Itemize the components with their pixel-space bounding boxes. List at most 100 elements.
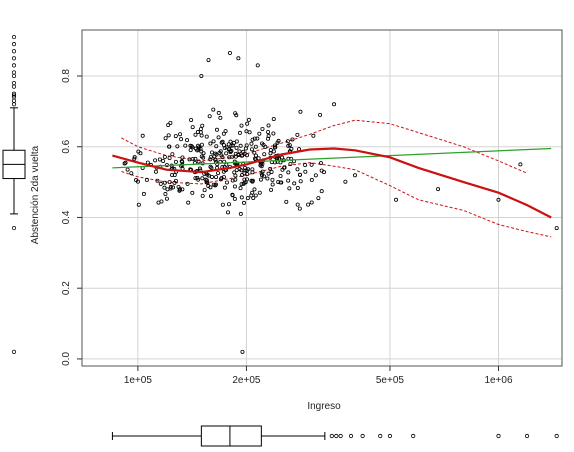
data-point bbox=[240, 349, 245, 354]
data-point bbox=[272, 143, 277, 148]
data-point bbox=[141, 191, 146, 196]
data-point bbox=[167, 180, 172, 185]
data-point bbox=[518, 162, 523, 167]
data-point bbox=[172, 180, 177, 185]
data-point bbox=[123, 160, 128, 165]
data-point bbox=[222, 145, 227, 150]
data-point bbox=[214, 127, 219, 132]
data-point bbox=[190, 145, 195, 150]
data-point bbox=[237, 149, 242, 154]
data-point bbox=[167, 144, 172, 149]
data-point bbox=[189, 117, 194, 122]
data-point bbox=[223, 129, 228, 134]
data-point bbox=[309, 177, 314, 182]
data-point bbox=[122, 161, 127, 166]
data-point bbox=[198, 130, 203, 135]
data-point bbox=[199, 73, 204, 78]
y-box-outlier bbox=[11, 91, 17, 96]
data-point bbox=[268, 151, 273, 156]
x-box-outlier bbox=[496, 433, 501, 439]
data-point bbox=[227, 50, 232, 55]
data-point bbox=[220, 139, 225, 144]
data-point bbox=[233, 173, 238, 178]
x-box-outlier bbox=[360, 433, 365, 439]
data-point bbox=[173, 159, 178, 164]
data-point bbox=[234, 139, 239, 144]
data-point bbox=[172, 173, 177, 178]
data-point bbox=[167, 155, 172, 160]
data-point bbox=[210, 150, 215, 155]
data-point bbox=[208, 185, 213, 190]
data-point bbox=[268, 148, 273, 153]
data-point bbox=[321, 170, 326, 175]
data-point bbox=[210, 174, 215, 179]
x-box-outlier bbox=[334, 433, 339, 439]
data-point bbox=[221, 175, 226, 180]
data-point bbox=[232, 170, 237, 175]
data-point bbox=[268, 166, 273, 171]
y-box-outlier bbox=[11, 49, 17, 54]
data-point bbox=[251, 196, 256, 201]
x-tick-label: 2e+05 bbox=[232, 375, 261, 386]
data-point bbox=[185, 138, 190, 143]
data-point bbox=[245, 121, 250, 126]
y-tick-label: 0.0 bbox=[61, 352, 72, 366]
data-point bbox=[253, 144, 258, 149]
y-axis: 0.0 0.2 0.4 0.6 0.8 bbox=[61, 69, 82, 366]
data-point bbox=[199, 154, 204, 159]
data-point bbox=[343, 179, 348, 184]
data-point bbox=[162, 185, 167, 190]
data-point bbox=[140, 133, 145, 138]
data-point bbox=[227, 155, 232, 160]
data-point bbox=[250, 137, 255, 142]
data-point bbox=[253, 156, 258, 161]
smooth-lower-band bbox=[121, 162, 552, 238]
data-point bbox=[238, 186, 243, 191]
data-point bbox=[201, 151, 206, 156]
y-boxplot bbox=[2, 34, 26, 354]
x-box-outlier bbox=[378, 433, 383, 439]
x-box-outlier bbox=[387, 433, 393, 439]
data-point bbox=[193, 146, 198, 151]
data-point bbox=[153, 158, 158, 163]
data-point bbox=[170, 172, 175, 177]
y-box-outlier bbox=[11, 98, 17, 103]
data-point bbox=[266, 171, 271, 176]
data-point bbox=[193, 132, 198, 137]
y-box-outlier bbox=[11, 34, 17, 40]
data-point bbox=[265, 176, 270, 181]
data-point bbox=[216, 171, 221, 176]
data-point bbox=[196, 159, 201, 164]
data-point bbox=[270, 182, 275, 187]
data-point bbox=[319, 189, 324, 194]
data-point bbox=[193, 156, 198, 161]
data-point bbox=[224, 180, 229, 185]
data-point bbox=[239, 195, 244, 200]
data-point bbox=[221, 131, 226, 136]
data-point bbox=[183, 143, 188, 148]
y-box-outlier bbox=[11, 349, 17, 354]
data-point bbox=[163, 136, 168, 141]
data-point bbox=[394, 197, 399, 202]
data-point bbox=[269, 169, 274, 174]
y-box-outlier bbox=[11, 42, 17, 47]
data-point bbox=[180, 155, 185, 160]
data-point bbox=[198, 127, 203, 132]
data-point bbox=[297, 206, 302, 211]
data-point bbox=[228, 149, 233, 154]
data-point bbox=[303, 169, 308, 174]
data-point bbox=[298, 179, 303, 184]
data-point bbox=[247, 130, 252, 135]
data-point bbox=[276, 138, 281, 143]
data-point bbox=[197, 166, 202, 171]
data-point bbox=[193, 176, 198, 181]
data-point bbox=[178, 163, 183, 168]
data-point bbox=[170, 152, 175, 157]
data-point bbox=[186, 200, 191, 205]
data-point bbox=[206, 58, 211, 63]
x-box-outlier bbox=[348, 433, 354, 439]
data-point bbox=[158, 181, 163, 186]
data-point bbox=[295, 167, 300, 172]
data-point bbox=[224, 162, 229, 167]
